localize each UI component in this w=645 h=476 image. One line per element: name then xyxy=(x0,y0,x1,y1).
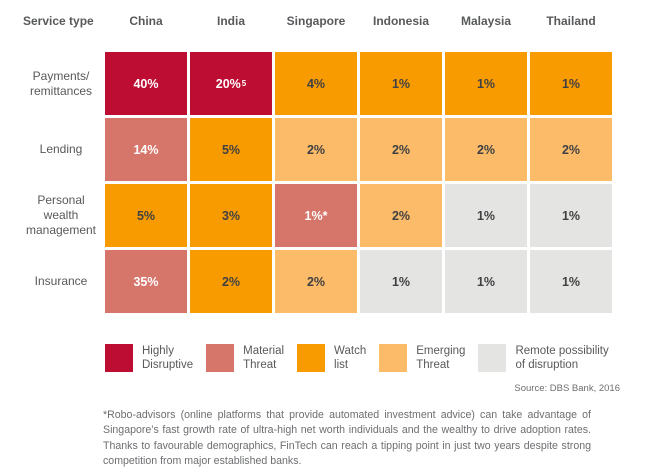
legend-label-line: Threat xyxy=(243,358,277,371)
legend-swatch-emerging-threat xyxy=(379,344,408,372)
legend-label-line: of disruption xyxy=(515,358,579,371)
heatmap-cell: 1% xyxy=(530,184,612,247)
legend-swatch-remote-possibility xyxy=(478,344,507,372)
legend-item-highly-disruptive: Highly Disruptive xyxy=(105,344,193,372)
heatmap-cell: 2% xyxy=(360,118,442,181)
row-label-payments-remittances: Payments/ remittances xyxy=(29,68,93,98)
cell-value: 1% xyxy=(561,274,581,289)
legend-label: Highly Disruptive xyxy=(142,345,193,372)
legend-swatch-watch-list xyxy=(297,344,326,372)
cell-value: 2% xyxy=(221,274,241,289)
cell-value: 5% xyxy=(136,208,156,223)
cell-value: 35% xyxy=(133,274,159,289)
column-header-china: China xyxy=(129,14,163,28)
cell-value: 40% xyxy=(133,76,159,91)
legend-label: Remote possibility of disruption xyxy=(515,345,608,372)
heatmap-cell: 1% xyxy=(530,52,612,115)
heatmap-cell: 1%* xyxy=(275,184,357,247)
cell-value: 1% xyxy=(391,274,411,289)
cell-value: 2% xyxy=(391,208,411,223)
heatmap-cell: 2% xyxy=(445,118,527,181)
legend-swatch-material-threat xyxy=(206,344,235,372)
cell-footnote-marker: 5 xyxy=(241,79,247,88)
cell-value: 2% xyxy=(306,274,326,289)
cell-value: 1% xyxy=(561,208,581,223)
legend-label: Emerging Threat xyxy=(416,345,465,372)
legend-label-line: Watch xyxy=(334,345,367,357)
row-label-lending: Lending xyxy=(39,142,83,156)
cell-value: 1% xyxy=(561,76,581,91)
heatmap-cell: 2% xyxy=(360,184,442,247)
source-attribution: Source: DBS Bank, 2016 xyxy=(514,383,620,395)
legend-item-watch-list: Watch list xyxy=(297,344,366,372)
legend-label: Material Threat xyxy=(243,345,284,372)
row-label-personal-wealth-management: Personal wealth management xyxy=(25,193,97,237)
heatmap-cell: 5% xyxy=(105,184,187,247)
heatmap-cell: 1% xyxy=(360,52,442,115)
legend-label: Watch list xyxy=(334,345,366,372)
column-header-service-type: Service type xyxy=(23,14,94,28)
cell-value: 1% xyxy=(476,208,496,223)
heatmap-cell: 1% xyxy=(445,250,527,313)
cell-value: 1% xyxy=(391,76,411,91)
heatmap-cell: 5% xyxy=(190,118,272,181)
cell-value: 2% xyxy=(391,142,411,157)
column-header-thailand: Thailand xyxy=(546,14,596,28)
cell-value: 2% xyxy=(306,142,326,157)
legend: Highly Disruptive Material Threat Watch … xyxy=(105,344,645,372)
cell-value: 20% xyxy=(215,76,241,91)
legend-label-line: Emerging xyxy=(416,345,466,357)
cell-value: 5% xyxy=(221,142,241,157)
cell-value: 1% xyxy=(476,76,496,91)
heatmap-cell: 40% xyxy=(105,52,187,115)
cell-value: 1% xyxy=(476,274,496,289)
cell-value: 3% xyxy=(221,208,241,223)
heatmap-cell: 20% 5 xyxy=(190,52,272,115)
heatmap-cell: 1% xyxy=(445,184,527,247)
legend-label-line: Material xyxy=(243,345,285,357)
cell-value: 2% xyxy=(476,142,496,157)
column-header-india: India xyxy=(216,14,245,28)
heatmap-cell: 1% xyxy=(445,52,527,115)
column-header-indonesia: Indonesia xyxy=(372,14,429,28)
heatmap-table: Service type China India Singapore Indon… xyxy=(20,12,612,313)
heatmap-cell: 1% xyxy=(530,250,612,313)
cell-value: 4% xyxy=(306,76,326,91)
footnote: *Robo-advisors (online platforms that pr… xyxy=(103,409,591,468)
heatmap-cell: 35% xyxy=(105,250,187,313)
legend-label-line: Remote possibility xyxy=(515,345,609,357)
heatmap-cell: 2% xyxy=(530,118,612,181)
heatmap-cell: 4% xyxy=(275,52,357,115)
row-label-insurance: Insurance xyxy=(34,274,88,288)
legend-item-emerging-threat: Emerging Threat xyxy=(379,344,465,372)
heatmap-cell: 14% xyxy=(105,118,187,181)
heatmap-cell: 1% xyxy=(360,250,442,313)
column-header-singapore: Singapore xyxy=(286,14,346,28)
heatmap-cell: 2% xyxy=(190,250,272,313)
heatmap-cell: 2% xyxy=(275,118,357,181)
legend-label-line: Disruptive xyxy=(142,358,194,371)
legend-label-line: Threat xyxy=(416,358,450,371)
legend-item-material-threat: Material Threat xyxy=(206,344,284,372)
heatmap-cell: 3% xyxy=(190,184,272,247)
cell-value: 2% xyxy=(561,142,581,157)
heatmap-cell: 2% xyxy=(275,250,357,313)
column-header-malaysia: Malaysia xyxy=(460,14,512,28)
legend-label-line: Highly xyxy=(142,345,174,357)
legend-label-line: list xyxy=(334,358,349,371)
cell-value: 1%* xyxy=(304,208,328,223)
legend-swatch-highly-disruptive xyxy=(105,344,133,372)
cell-value: 14% xyxy=(133,142,159,157)
legend-item-remote-possibility: Remote possibility of disruption xyxy=(478,344,609,372)
